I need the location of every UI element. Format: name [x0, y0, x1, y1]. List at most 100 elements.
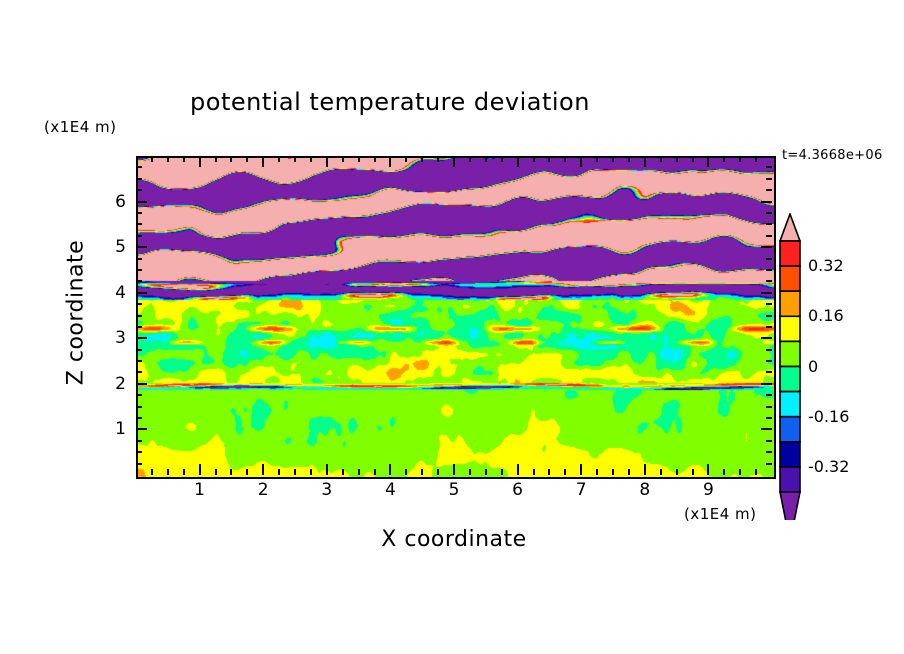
x-axis-minor-tick — [564, 469, 567, 475]
colorbar-band — [779, 340, 801, 368]
colorbar-band — [779, 466, 801, 493]
x-axis-minor-tick — [150, 469, 153, 475]
x-axis-minor-tick — [755, 469, 758, 475]
y-axis-right-minor-tick — [766, 325, 772, 328]
x-axis-minor-tick — [373, 469, 376, 475]
y-axis-right-major-tick — [761, 246, 772, 249]
y-axis-right-minor-tick — [766, 211, 772, 214]
x-axis-top-minor-tick — [246, 156, 249, 162]
colorbar-band — [779, 290, 801, 318]
x-axis-tick-label: 3 — [321, 480, 333, 500]
x-axis-minor-tick — [182, 469, 185, 475]
x-axis-top-major-tick — [516, 156, 519, 167]
colorbar-band — [779, 390, 801, 418]
y-axis-right-minor-tick — [766, 439, 772, 442]
y-axis-major-tick — [136, 428, 147, 431]
y-axis-minor-tick — [136, 211, 142, 214]
y-axis-right-minor-tick — [766, 360, 772, 363]
x-axis-top-major-tick — [643, 156, 646, 167]
y-axis-right-minor-tick — [766, 223, 772, 226]
page-title: potential temperature deviation — [190, 88, 590, 116]
y-axis-minor-tick — [136, 314, 142, 317]
y-axis-right-minor-tick — [766, 371, 772, 374]
x-axis-minor-tick — [627, 469, 630, 475]
x-axis-top-minor-tick — [230, 156, 233, 162]
x-axis-tick-label: 5 — [448, 480, 460, 500]
y-axis-minor-tick — [136, 394, 142, 397]
x-axis-top-major-tick — [198, 156, 201, 167]
x-axis-top-minor-tick — [723, 156, 726, 162]
x-axis-top-minor-tick — [150, 156, 153, 162]
y-axis-right-minor-tick — [766, 405, 772, 408]
y-axis-right-minor-tick — [766, 462, 772, 465]
x-axis-top-minor-tick — [675, 156, 678, 162]
x-axis-minor-tick — [675, 469, 678, 475]
y-axis-minor-tick — [136, 280, 142, 283]
x-axis-top-minor-tick — [294, 156, 296, 162]
x-axis-minor-tick — [405, 469, 408, 475]
y-axis-right-minor-tick — [766, 280, 772, 283]
y-axis-right-minor-tick — [766, 417, 772, 420]
y-axis-major-tick — [136, 382, 147, 385]
y-axis-right-minor-tick — [766, 348, 772, 351]
x-axis-tick-label: 8 — [639, 480, 651, 500]
y-axis-right-major-tick — [761, 382, 772, 385]
y-axis-right-minor-tick — [766, 268, 772, 271]
colorbar-band — [779, 365, 801, 393]
colorbar-tick-label: 0.32 — [808, 256, 844, 276]
y-axis-major-tick — [136, 246, 147, 249]
x-axis-top-minor-tick — [564, 156, 567, 162]
x-axis-top-minor-tick — [739, 156, 742, 162]
x-axis-top-minor-tick — [421, 156, 424, 162]
x-axis-tick-label: 6 — [512, 480, 523, 500]
x-axis-top-minor-tick — [182, 156, 185, 162]
timestamp-annotation: t=4.3668e+06 — [782, 148, 883, 163]
y-axis-minor-tick — [136, 348, 142, 351]
x-axis-top-minor-tick — [548, 156, 551, 162]
x-axis-top-major-tick — [580, 156, 583, 167]
x-axis-top-minor-tick — [357, 156, 360, 162]
y-axis-minor-tick — [136, 405, 142, 408]
x-axis-minor-tick — [230, 469, 233, 475]
colorbar-band — [779, 441, 801, 468]
y-axis-tick-label: 4 — [115, 282, 126, 303]
x-axis-major-tick — [198, 464, 201, 475]
x-axis-major-tick — [643, 464, 646, 475]
x-axis-minor-tick — [532, 469, 535, 475]
y-axis-minor-tick — [136, 439, 142, 442]
colorbar — [779, 213, 801, 520]
x-axis-top-minor-tick — [484, 156, 487, 162]
x-axis-minor-tick — [421, 469, 424, 475]
y-axis-right-minor-tick — [766, 189, 772, 192]
y-axis-tick-label: 5 — [115, 237, 126, 258]
y-axis-right-minor-tick — [766, 234, 772, 237]
y-axis-minor-tick — [136, 223, 142, 226]
x-axis-top-minor-tick — [627, 156, 630, 162]
x-axis-tick-label: 7 — [575, 480, 587, 500]
colorbar-swatches — [779, 213, 801, 520]
y-axis-right-minor-tick — [766, 166, 772, 169]
x-axis-minor-tick — [739, 469, 742, 475]
colorbar-tick-label: -0.16 — [808, 406, 850, 426]
x-axis-tick-label: 2 — [257, 480, 269, 500]
x-axis-top-minor-tick — [659, 156, 662, 162]
x-axis-top-minor-tick — [691, 156, 694, 162]
colorbar-band — [779, 315, 801, 343]
y-axis-tick-label: 2 — [115, 373, 126, 394]
y-axis-minor-tick — [136, 166, 142, 169]
x-axis-top-minor-tick — [755, 156, 758, 162]
x-axis-minor-tick — [166, 469, 169, 475]
y-axis-minor-tick — [136, 371, 142, 374]
x-axis-top-minor-tick — [468, 156, 471, 162]
y-axis-minor-tick — [136, 325, 142, 328]
x-axis-top-major-tick — [389, 156, 392, 167]
y-axis-right-major-tick — [761, 337, 772, 340]
x-axis-minor-tick — [341, 469, 344, 475]
x-axis-top-minor-tick — [532, 156, 535, 162]
y-axis-tick-label: 1 — [115, 419, 126, 440]
x-axis-tick-label: 9 — [702, 480, 714, 500]
x-axis-major-tick — [262, 464, 265, 475]
x-axis-major-tick — [453, 464, 455, 475]
x-axis-minor-tick — [659, 469, 662, 475]
y-axis-tick-label: 3 — [115, 328, 126, 349]
